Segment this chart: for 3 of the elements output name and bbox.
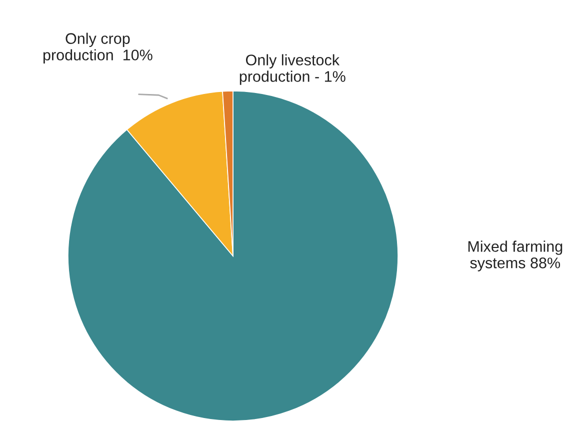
slice-label: Mixed farming systems 88% bbox=[468, 240, 562, 272]
slice-label: Only livestock production - 1% bbox=[240, 54, 346, 85]
slice-label: Only crop production 10% bbox=[43, 32, 152, 64]
